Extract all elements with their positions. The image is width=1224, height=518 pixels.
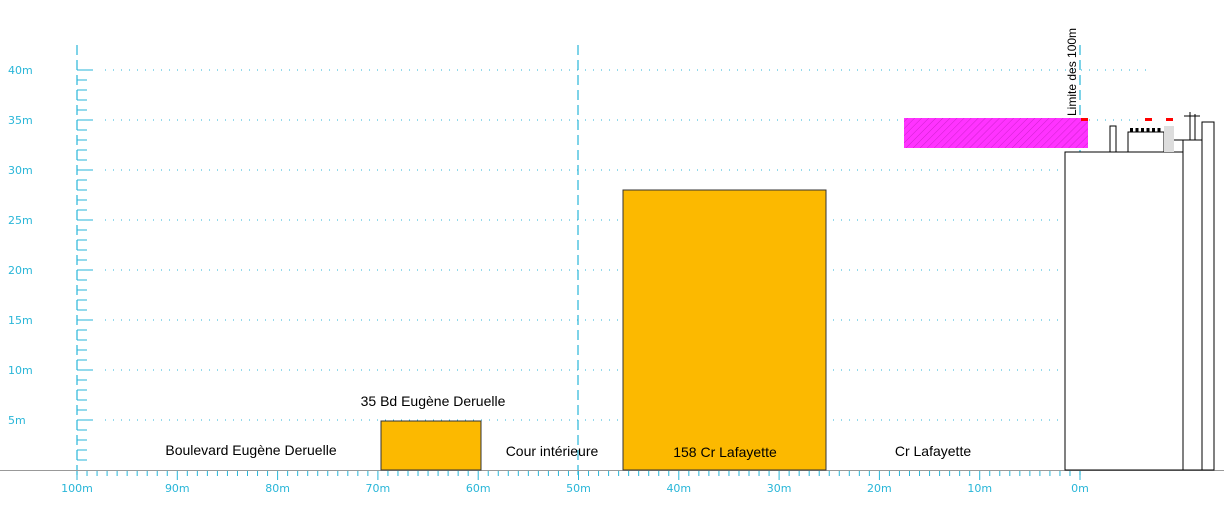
y-tick-label: 15m	[8, 314, 33, 327]
x-tick-label: 40m	[666, 482, 691, 495]
y-tick-label: 40m	[8, 64, 33, 77]
large-building	[622, 189, 827, 471]
marker	[1081, 118, 1088, 121]
label: 35 Bd Eugène Deruelle	[361, 393, 506, 409]
y-tick-label: 5m	[8, 414, 26, 427]
label: Cr Lafayette	[895, 443, 971, 459]
roof-window	[1135, 128, 1139, 132]
y-tick-label: 35m	[8, 114, 33, 127]
x-tick-label: 60m	[466, 482, 491, 495]
x-tick-label: 30m	[767, 482, 792, 495]
y-tick-label: 10m	[8, 364, 33, 377]
limit-zone	[904, 118, 1088, 148]
y-tick-label: 20m	[8, 264, 33, 277]
x-tick-label: 90m	[165, 482, 190, 495]
label: 158 Cr Lafayette	[673, 444, 777, 460]
y-tick-label: 30m	[8, 164, 33, 177]
x-tick-label: 0m	[1071, 482, 1089, 495]
x-tick-label: 10m	[967, 482, 992, 495]
x-tick-label: 100m	[61, 482, 93, 495]
roof-detail	[1164, 126, 1174, 152]
roof-markers	[1145, 118, 1173, 121]
x-tick-label: 20m	[867, 482, 892, 495]
y-tick-label: 25m	[8, 214, 33, 227]
roof-window	[1141, 128, 1144, 132]
label: Cour intérieure	[506, 443, 599, 459]
limit-label: Limite des 100m	[1065, 28, 1079, 116]
right-building	[1064, 151, 1184, 471]
roof-window	[1157, 128, 1161, 132]
x-tick-label: 50m	[566, 482, 591, 495]
x-tick-label: 70m	[366, 482, 391, 495]
roof-window	[1152, 128, 1155, 132]
label: Boulevard Eugène Deruelle	[165, 442, 336, 458]
roof-window	[1146, 128, 1150, 132]
roof-window	[1130, 128, 1133, 132]
small-building	[380, 420, 482, 471]
x-tick-label: 80m	[265, 482, 290, 495]
